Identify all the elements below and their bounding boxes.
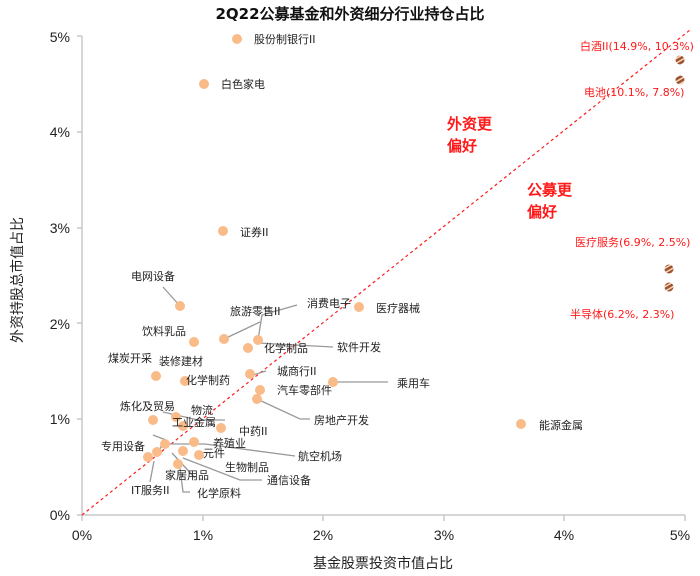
zone-label-foreign: 外资更 <box>446 115 493 133</box>
y-tick: 3% <box>50 220 70 236</box>
y-axis <box>77 35 83 516</box>
point-label: 化学制品 <box>264 341 308 355</box>
point[interactable] <box>516 419 526 429</box>
y-tick: 1% <box>50 411 70 427</box>
point[interactable] <box>243 343 253 353</box>
point-label: 房地产开发 <box>314 413 369 427</box>
point-label: 工业金属 <box>172 415 216 429</box>
point-label: 生物制品 <box>225 460 269 474</box>
y-tick-labels: 5% 4% 3% 2% 1% 0% <box>50 29 70 523</box>
point-label: 航空机场 <box>298 449 342 463</box>
point-label: 股份制银行II <box>254 32 316 46</box>
point-label: 能源金属 <box>539 418 583 432</box>
point-label: 消费电子 <box>307 296 351 310</box>
point[interactable] <box>253 335 263 345</box>
point[interactable] <box>148 415 158 425</box>
point[interactable] <box>152 447 162 457</box>
outlier-label-semi: 半导体(6.2%, 2.3%) <box>570 307 674 321</box>
outlier-label-battery: 电池(10.1%, 7.8%) <box>584 86 684 99</box>
outlier-point-semi[interactable] <box>664 282 674 292</box>
x-tick: 3% <box>434 527 454 543</box>
point[interactable] <box>218 226 228 236</box>
x-tick-labels: 0% 1% 2% 3% 4% 5% <box>72 527 690 543</box>
x-tick: 2% <box>313 527 333 543</box>
point-label: IT服务II <box>131 484 169 497</box>
y-tick: 4% <box>50 124 70 140</box>
point[interactable] <box>232 34 242 44</box>
y-axis-title: 外资持股总市值占比 <box>9 217 26 343</box>
point-label: 养殖业 <box>213 436 246 450</box>
point[interactable] <box>255 385 265 395</box>
point[interactable] <box>180 376 190 386</box>
point[interactable] <box>171 412 181 422</box>
point-label: 化学原料 <box>197 486 241 500</box>
point[interactable] <box>173 459 183 469</box>
outlier-point-medical[interactable] <box>664 264 674 274</box>
point[interactable] <box>194 450 204 460</box>
y-tick: 5% <box>50 29 70 45</box>
x-axis <box>81 514 686 521</box>
reference-line-y-equals-x <box>81 29 691 516</box>
point-label: 汽车零部件 <box>277 383 332 397</box>
point-label: 城商行II <box>277 364 317 378</box>
point-label: 通信设备 <box>267 473 311 487</box>
point[interactable] <box>245 369 255 379</box>
point-label: 煤炭开采 <box>108 352 152 365</box>
point-label: 饮料乳品 <box>142 324 186 338</box>
outlier-label-baijiu: 白酒II(14.9%, 10.3%) <box>580 39 694 53</box>
zone-label-foreign: 偏好 <box>447 137 477 155</box>
point-label: 家居用品 <box>165 468 209 482</box>
point-label: 化学制药 <box>186 373 230 387</box>
x-tick: 1% <box>193 527 213 543</box>
point-label: 白色家电 <box>221 77 265 91</box>
point-label: 装修建材 <box>159 354 203 368</box>
y-tick: 2% <box>50 316 70 332</box>
outlier-label-medical: 医疗服务(6.9%, 2.5%) <box>575 235 690 249</box>
point[interactable] <box>219 334 229 344</box>
point[interactable] <box>178 421 188 431</box>
point-label: 元件 <box>203 447 225 460</box>
point-label: 物流 <box>191 403 213 417</box>
x-tick: 5% <box>670 527 690 543</box>
point-label: 旅游零售II <box>230 304 281 318</box>
point-label: 证券II <box>240 225 269 239</box>
outlier-point-battery[interactable] <box>675 75 685 85</box>
point-label: 乘用车 <box>397 376 430 390</box>
point-label: 电网设备 <box>131 269 175 283</box>
point[interactable] <box>151 371 161 381</box>
point[interactable] <box>199 79 209 89</box>
point[interactable] <box>252 394 262 404</box>
outlier-point-baijiu[interactable] <box>675 55 685 65</box>
point[interactable] <box>216 423 226 433</box>
point[interactable] <box>178 446 188 456</box>
zone-label-fund: 偏好 <box>527 203 557 221</box>
point[interactable] <box>189 437 199 447</box>
outlier-markers <box>664 55 685 292</box>
point[interactable] <box>189 337 199 347</box>
point[interactable] <box>328 377 338 387</box>
point[interactable] <box>160 439 170 449</box>
point[interactable] <box>354 302 364 312</box>
point-label: 专用设备 <box>101 439 145 453</box>
zone-label-fund: 公募更 <box>527 181 573 199</box>
point-label: 中药II <box>239 425 268 438</box>
point-labels: 股份制银行II 白色家电 证券II 电网设备 医疗器械 饮料乳品 旅游零售II … <box>101 32 583 500</box>
y-tick: 0% <box>50 507 70 523</box>
data-points <box>143 34 526 469</box>
point[interactable] <box>175 301 185 311</box>
point-label: 软件开发 <box>337 340 381 354</box>
point[interactable] <box>143 452 153 462</box>
point-label: 炼化及贸易 <box>120 399 175 413</box>
chart-title: 2Q22公募基金和外资细分行业持仓占比 <box>215 5 484 23</box>
x-tick: 0% <box>72 527 92 543</box>
x-axis-title: 基金股票投资市值占比 <box>313 555 453 572</box>
point-label: 医疗器械 <box>376 301 420 315</box>
x-tick: 4% <box>554 527 574 543</box>
